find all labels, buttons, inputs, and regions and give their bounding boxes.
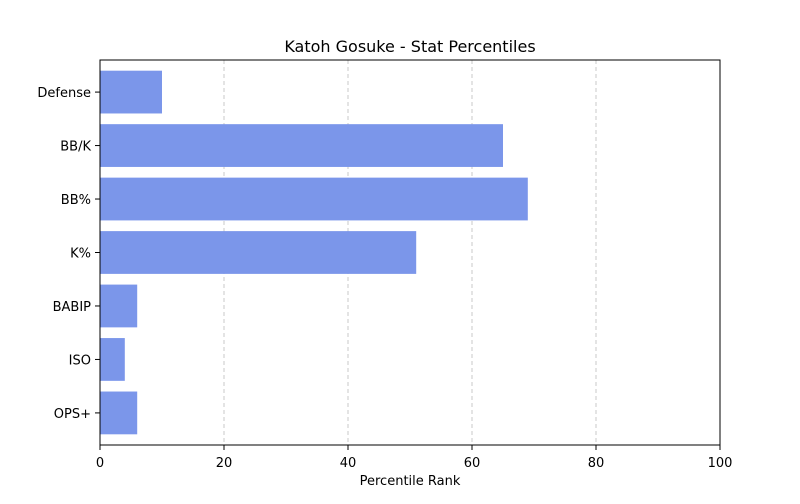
- chart-title: Katoh Gosuke - Stat Percentiles: [284, 37, 535, 56]
- x-axis-label: Percentile Rank: [360, 474, 461, 489]
- y-tick-label: K%: [70, 247, 91, 262]
- bar-bb: [100, 177, 528, 221]
- x-tick-label: 0: [96, 456, 104, 471]
- y-axis-ticks: Defense BB/K BB% K% BABIP ISO OPS+: [37, 86, 100, 422]
- y-tick-label: OPS+: [54, 407, 91, 422]
- bar-iso: [100, 338, 125, 381]
- bar-defense: [100, 70, 162, 114]
- bars: [100, 70, 528, 435]
- y-tick-label: BB%: [61, 193, 91, 208]
- y-tick-label: Defense: [37, 86, 91, 101]
- x-tick-label: 100: [708, 456, 733, 471]
- x-tick-label: 60: [464, 456, 481, 471]
- x-tick-label: 40: [340, 456, 357, 471]
- y-tick-label: BB/K: [60, 140, 91, 155]
- bar-ops: [100, 391, 138, 435]
- x-axis-ticks: 0 20 40 60 80 100: [96, 445, 733, 471]
- bar-k: [100, 231, 417, 274]
- y-tick-label: ISO: [69, 353, 91, 368]
- x-tick-label: 80: [588, 456, 605, 471]
- x-tick-label: 20: [216, 456, 233, 471]
- bar-babip: [100, 284, 138, 328]
- y-tick-label: BABIP: [53, 300, 92, 315]
- bar-bb-k: [100, 124, 503, 167]
